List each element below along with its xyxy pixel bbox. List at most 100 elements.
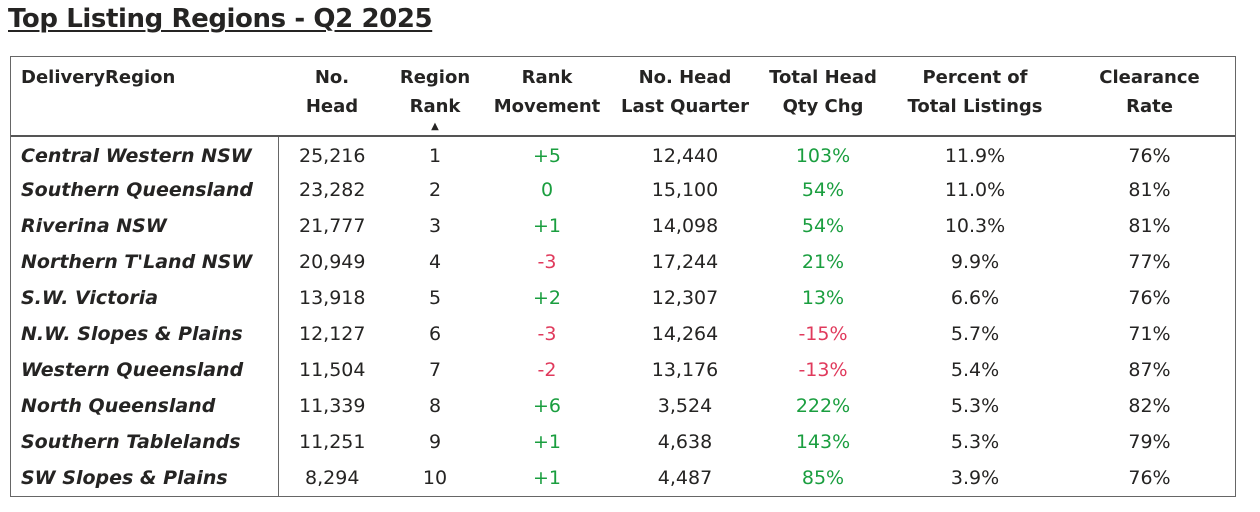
table-row[interactable]: Western Queensland 11,504 7 -2 13,176 -13% 5.4…	[11, 352, 1235, 388]
last-quarter-cell: 14,098	[651, 215, 719, 237]
table-row[interactable]: Riverina NSW 21,777 3 +1 14,098 54% 10.3% 81%	[11, 208, 1235, 244]
last-quarter-cell: 17,244	[651, 251, 719, 273]
no-head-cell: 21,777	[299, 215, 366, 237]
clearance-rate-cell: 77%	[1128, 251, 1171, 273]
column-header-percent-of-total-listings[interactable]: Percent of Total Listings	[886, 57, 1064, 137]
rank-movement-cell: -3	[537, 323, 557, 345]
last-quarter-cell: 4,638	[657, 431, 713, 453]
table-row[interactable]: Northern T'Land NSW 20,949 4 -3 17,244 21% 9.9…	[11, 244, 1235, 280]
region-rank-cell: 2	[428, 179, 442, 201]
region-cell: N.W. Slopes & Plains	[11, 316, 279, 352]
column-header-label: No. Head	[305, 67, 359, 117]
last-quarter-cell: 14,264	[651, 323, 719, 345]
no-head-cell: 11,251	[299, 431, 366, 453]
regions-table-container: DeliveryRegion No. Head Region Rank ▲ Ran…	[10, 56, 1236, 497]
percent-total-cell: 5.7%	[950, 323, 1000, 345]
qty-chg-cell: 13%	[801, 287, 845, 309]
column-header-label: Total Head Qty Chg	[769, 67, 877, 117]
no-head-cell: 20,949	[299, 251, 366, 273]
no-head-cell: 12,127	[299, 323, 366, 345]
rank-movement-cell: 0	[540, 179, 554, 201]
last-quarter-cell: 12,440	[651, 144, 719, 167]
qty-chg-cell: 222%	[795, 395, 851, 417]
column-header-total-head-qty-chg[interactable]: Total Head Qty Chg	[760, 57, 886, 137]
percent-total-cell: 10.3%	[944, 215, 1006, 237]
column-header-clearance-rate[interactable]: Clearance Rate	[1064, 57, 1235, 137]
column-header-label: Region Rank	[399, 67, 471, 117]
column-header-delivery-region[interactable]: DeliveryRegion	[11, 57, 278, 137]
last-quarter-cell: 4,487	[657, 467, 713, 489]
clearance-rate-cell: 76%	[1128, 144, 1171, 167]
rank-movement-cell: +6	[532, 395, 561, 417]
percent-total-cell: 3.9%	[950, 467, 1000, 489]
region-rank-cell: 7	[428, 359, 442, 381]
region-cell: S.W. Victoria	[11, 280, 279, 316]
region-rank-cell: 6	[428, 323, 442, 345]
region-rank-cell: 8	[428, 395, 442, 417]
column-header-region-rank[interactable]: Region Rank ▲	[386, 57, 484, 137]
rank-movement-cell: -3	[537, 251, 557, 273]
no-head-cell: 11,504	[299, 359, 366, 381]
clearance-rate-cell: 71%	[1128, 323, 1171, 345]
rank-movement-cell: +5	[532, 144, 561, 167]
qty-chg-cell: 103%	[795, 144, 851, 167]
last-quarter-cell: 12,307	[651, 287, 719, 309]
column-header-no-head-last-quarter[interactable]: No. Head Last Quarter	[610, 57, 760, 137]
last-quarter-cell: 13,176	[651, 359, 719, 381]
last-quarter-cell: 15,100	[651, 179, 719, 201]
percent-total-cell: 9.9%	[950, 251, 1000, 273]
no-head-cell: 25,216	[299, 144, 366, 167]
qty-chg-cell: 21%	[801, 251, 845, 273]
region-cell: Southern Queensland	[11, 172, 279, 208]
rank-movement-cell: +1	[532, 467, 561, 489]
clearance-rate-cell: 79%	[1128, 431, 1171, 453]
column-header-label: Clearance Rate	[1099, 67, 1200, 117]
region-rank-cell: 4	[428, 251, 442, 273]
region-cell: Northern T'Land NSW	[11, 244, 279, 280]
region-rank-cell: 10	[422, 467, 448, 489]
table-row[interactable]: S.W. Victoria 13,918 5 +2 12,307 13% 6.6% 76%	[11, 280, 1235, 316]
percent-total-cell: 6.6%	[950, 287, 1000, 309]
qty-chg-cell: 85%	[801, 467, 845, 489]
column-header-rank-movement[interactable]: Rank Movement	[484, 57, 610, 137]
rank-movement-cell: +1	[532, 431, 561, 453]
column-header-label: DeliveryRegion	[21, 67, 176, 88]
region-rank-cell: 3	[428, 215, 442, 237]
region-cell: Southern Tablelands	[11, 424, 279, 460]
qty-chg-cell: -13%	[798, 359, 848, 381]
regions-table: DeliveryRegion No. Head Region Rank ▲ Ran…	[11, 57, 1235, 496]
clearance-rate-cell: 81%	[1128, 215, 1171, 237]
table-row[interactable]: SW Slopes & Plains 8,294 10 +1 4,487 85% 3.9% 7…	[11, 460, 1235, 496]
column-header-no-head[interactable]: No. Head	[278, 57, 386, 137]
no-head-cell: 23,282	[299, 179, 366, 201]
region-rank-cell: 1	[428, 144, 442, 167]
table-row[interactable]: Central Western NSW 25,216 1 +5 12,440 103% 11…	[11, 136, 1235, 172]
region-cell: Western Queensland	[11, 352, 279, 388]
table-row[interactable]: Southern Tablelands 11,251 9 +1 4,638 143% 5.3…	[11, 424, 1235, 460]
column-header-label: No. Head Last Quarter	[620, 67, 750, 117]
rank-movement-cell: +1	[532, 215, 561, 237]
no-head-cell: 8,294	[305, 467, 360, 489]
percent-total-cell: 11.0%	[944, 179, 1006, 201]
table-row[interactable]: Southern Queensland 23,282 2 0 15,100 54% 11.0…	[11, 172, 1235, 208]
clearance-rate-cell: 76%	[1128, 467, 1171, 489]
no-head-cell: 13,918	[299, 287, 366, 309]
sort-ascending-icon: ▲	[431, 121, 439, 132]
region-cell: North Queensland	[11, 388, 279, 424]
region-cell: Central Western NSW	[11, 136, 279, 172]
table-row[interactable]: North Queensland 11,339 8 +6 3,524 222% 5.3% 82…	[11, 388, 1235, 424]
qty-chg-cell: 54%	[801, 215, 845, 237]
clearance-rate-cell: 82%	[1128, 395, 1171, 417]
table-row[interactable]: N.W. Slopes & Plains 12,127 6 -3 14,264 -15% 5…	[11, 316, 1235, 352]
qty-chg-cell: 143%	[795, 431, 851, 453]
percent-total-cell: 5.3%	[950, 395, 1000, 417]
column-header-label: Percent of Total Listings	[907, 67, 1043, 117]
clearance-rate-cell: 87%	[1128, 359, 1171, 381]
clearance-rate-cell: 76%	[1128, 287, 1171, 309]
last-quarter-cell: 3,524	[657, 395, 713, 417]
percent-total-cell: 11.9%	[944, 144, 1006, 167]
region-cell: SW Slopes & Plains	[11, 460, 279, 496]
qty-chg-cell: 54%	[801, 179, 845, 201]
no-head-cell: 11,339	[299, 395, 366, 417]
table-body: Central Western NSW 25,216 1 +5 12,440 103% 11…	[11, 136, 1235, 496]
